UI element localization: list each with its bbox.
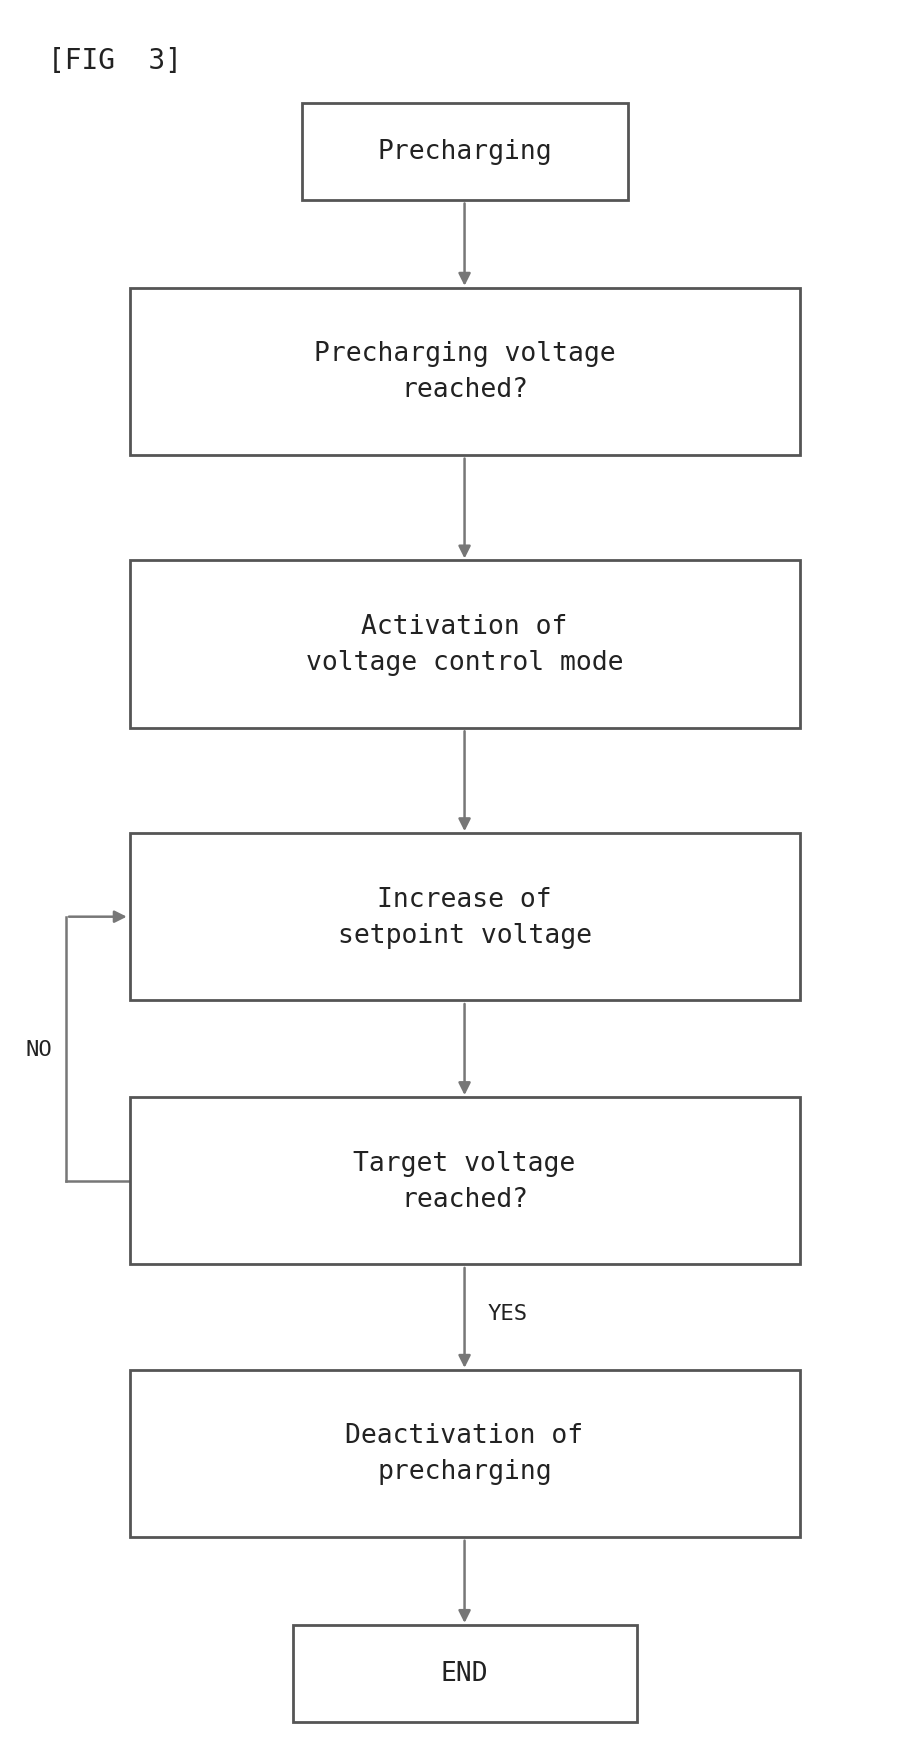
FancyBboxPatch shape [302,104,628,201]
Text: Increase of
setpoint voltage: Increase of setpoint voltage [338,886,591,949]
Text: END: END [441,1660,488,1686]
Text: Precharging voltage
reached?: Precharging voltage reached? [313,340,615,402]
FancyBboxPatch shape [129,834,800,1000]
FancyBboxPatch shape [129,289,800,455]
Text: YES: YES [487,1304,527,1323]
Text: NO: NO [26,1039,52,1058]
Text: Precharging: Precharging [377,139,552,166]
FancyBboxPatch shape [129,1097,800,1265]
Text: Target voltage
reached?: Target voltage reached? [353,1150,576,1212]
FancyBboxPatch shape [129,1371,800,1536]
FancyBboxPatch shape [292,1625,637,1722]
Text: Activation of
voltage control mode: Activation of voltage control mode [306,614,623,676]
Text: Deactivation of
precharging: Deactivation of precharging [345,1422,584,1485]
FancyBboxPatch shape [129,561,800,729]
Text: [FIG  3]: [FIG 3] [48,46,182,74]
